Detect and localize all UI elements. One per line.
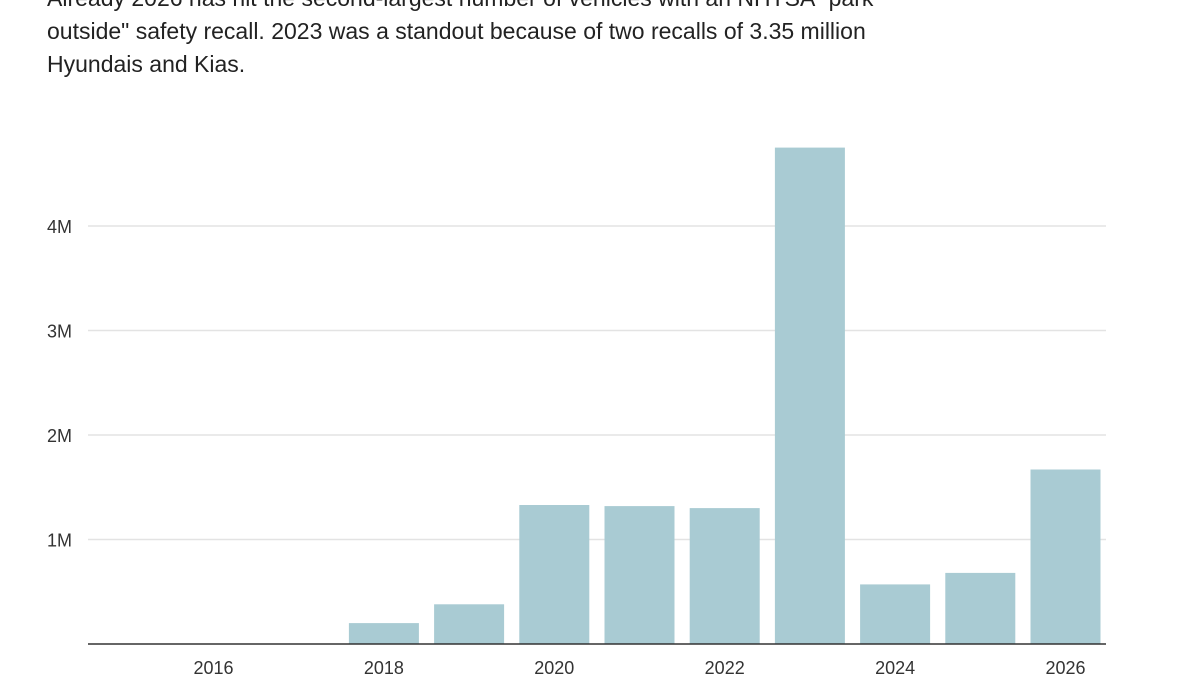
bar-2021 xyxy=(604,506,675,644)
bar-2023 xyxy=(774,147,845,644)
y-tick-label: 4M xyxy=(47,217,72,237)
x-tick-label: 2016 xyxy=(193,658,233,675)
y-tick-label: 2M xyxy=(47,426,72,446)
subtitle-line-3: Hyundais and Kias. xyxy=(47,51,246,77)
bar-2026 xyxy=(1030,469,1101,644)
bar-2024 xyxy=(860,584,931,644)
gridlines xyxy=(88,225,1106,541)
x-tick-label: 2026 xyxy=(1045,658,1085,675)
y-tick-label: 1M xyxy=(47,531,72,551)
x-tick-label: 2022 xyxy=(705,658,745,675)
subtitle-line-2: outside" safety recall. 2023 was a stand… xyxy=(47,18,866,44)
bars xyxy=(348,147,1101,644)
bar-2019 xyxy=(434,604,505,644)
bar-2025 xyxy=(945,572,1016,644)
chart-subtitle: Already 2026 has hit the second-largest … xyxy=(47,0,1127,81)
x-tick-label: 2018 xyxy=(364,658,404,675)
bar-2020 xyxy=(519,505,590,644)
x-tick-label: 2020 xyxy=(534,658,574,675)
subtitle-line-1: Already 2026 has hit the second-largest … xyxy=(47,0,1127,15)
y-tick-label: 3M xyxy=(47,322,72,342)
x-axis-tick-labels: 2016 2018 2020 2022 2024 2026 xyxy=(193,658,1085,675)
x-tick-label: 2024 xyxy=(875,658,915,675)
bar-2018 xyxy=(348,623,419,644)
y-axis-tick-labels: 1M 2M 3M 4M xyxy=(47,217,72,551)
bar-2022 xyxy=(689,508,760,644)
